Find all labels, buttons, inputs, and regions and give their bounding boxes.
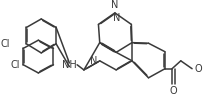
Text: Cl: Cl xyxy=(1,39,10,49)
Text: N: N xyxy=(111,0,118,10)
Text: O: O xyxy=(193,64,201,74)
Text: O: O xyxy=(168,86,176,96)
Text: N: N xyxy=(90,56,97,66)
Text: N: N xyxy=(113,13,120,23)
Text: NH: NH xyxy=(62,60,76,70)
Text: Cl: Cl xyxy=(11,60,20,70)
